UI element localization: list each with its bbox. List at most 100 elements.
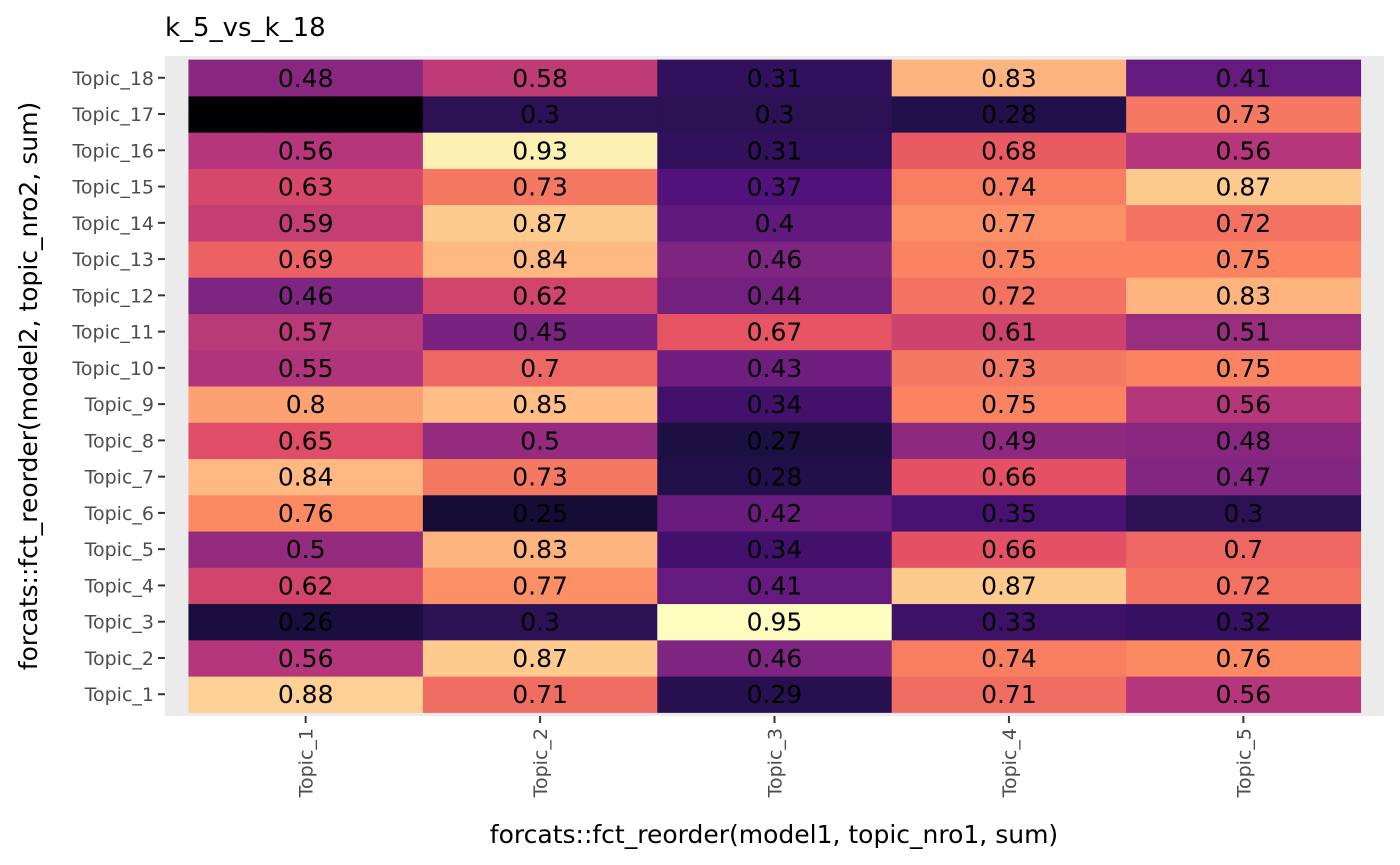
chart-title: k_5_vs_k_18: [165, 13, 326, 43]
heatmap-cell: [657, 59, 893, 97]
cell-value-label: 0.3: [755, 100, 795, 129]
heatmap-cell: [422, 204, 658, 242]
heatmap-cell: [188, 458, 424, 496]
cell-value-label: 0.31: [747, 136, 803, 165]
heatmap-cell: [657, 349, 893, 387]
cell-value-label: 0.57: [278, 318, 334, 347]
cell-value-label: 0.73: [981, 354, 1037, 383]
heatmap-cell: [657, 240, 893, 278]
heatmap-cell: [1126, 277, 1362, 314]
cell-value-label: 0.84: [512, 245, 568, 274]
heatmap-cell: [422, 349, 658, 387]
y-tick-label: Topic_18: [72, 68, 154, 90]
heatmap-cell: [422, 531, 658, 568]
y-tick-label: Topic_7: [84, 467, 154, 489]
cell-value-label: 0.41: [1216, 64, 1272, 93]
y-tick-label: Topic_10: [72, 358, 154, 380]
cell-value-label: 0.7: [1223, 535, 1263, 564]
cell-value-label: 0.42: [747, 499, 803, 528]
cell-value-label: 0.3: [520, 100, 560, 129]
heatmap-cell: [188, 168, 424, 206]
x-tick-label: Topic_4: [999, 728, 1021, 798]
cell-value-label: 0.73: [1216, 100, 1272, 129]
cell-value-label: 0.33: [981, 608, 1037, 637]
heatmap-cell: [657, 603, 893, 641]
heatmap-cell: [188, 59, 424, 97]
heatmap-cell: [188, 349, 424, 387]
heatmap-cell: [657, 567, 893, 605]
heatmap-cell: [657, 95, 893, 133]
heatmap-cell: [422, 386, 658, 423]
cell-value-label: 0.43: [747, 354, 803, 383]
heatmap-cell: [422, 603, 658, 641]
y-tick-label: Topic_1: [84, 684, 154, 706]
heatmap-cell: [422, 639, 658, 677]
heatmap-cell: [1126, 567, 1362, 605]
cell-value-label: 0.8: [286, 390, 326, 419]
y-tick-label: Topic_12: [72, 285, 154, 307]
heatmap-cell: [1126, 603, 1362, 641]
x-axis: Topic_1 Topic_2 Topic_3 Topic_4 Topic_5: [296, 716, 1255, 798]
heatmap-cell: [1126, 422, 1362, 460]
cell-value-label: 0.25: [512, 499, 568, 528]
cell-value-label: 0.84: [278, 463, 334, 492]
heatmap-cell: [188, 95, 424, 133]
heatmap-cell: [891, 603, 1127, 641]
cell-value-label: 0.72: [1216, 571, 1272, 600]
cell-value-label: 0.72: [1216, 209, 1272, 238]
heatmap-cell: [188, 603, 424, 641]
cell-value-label: 0.41: [747, 571, 803, 600]
y-tick-label: Topic_14: [72, 213, 154, 235]
heatmap-cell: [188, 639, 424, 677]
heatmap-cell: [657, 168, 893, 206]
heatmap-cell: [891, 386, 1127, 423]
cell-value-label: 0.28: [747, 463, 803, 492]
heatmap-cell: [422, 313, 658, 351]
x-tick-label: Topic_2: [530, 728, 552, 798]
y-tick-label: Topic_17: [72, 104, 154, 126]
heatmap-cell: [891, 676, 1127, 713]
heatmap-cell: [891, 422, 1127, 460]
cell-value-label: 0.65: [278, 426, 334, 455]
heatmap-cell: [1126, 458, 1362, 496]
cell-value-label: 0.32: [1216, 608, 1272, 637]
cell-value-label: 0.35: [981, 499, 1037, 528]
heatmap-cell: [657, 676, 893, 713]
cell-value-label: 0.26: [278, 608, 334, 637]
cell-value-label: 0.76: [278, 499, 334, 528]
heatmap-cell: [891, 240, 1127, 278]
heatmap-cell: [891, 458, 1127, 496]
cell-value-label: 0.7: [520, 354, 560, 383]
heatmap-cell: [1126, 168, 1362, 206]
heatmap-cell: [657, 494, 893, 532]
heatmap-cell: [891, 531, 1127, 568]
y-tick-label: Topic_13: [72, 249, 154, 271]
heatmap-cell: [188, 132, 424, 169]
heatmap-cell: [422, 132, 658, 169]
cell-value-label: 0.56: [278, 136, 334, 165]
cell-value-label: 0.3: [520, 608, 560, 637]
heatmap-cell: [422, 59, 658, 97]
heatmap-cell: [891, 494, 1127, 532]
heatmap-cell: [1126, 531, 1362, 568]
cell-value-label: 0.75: [981, 390, 1037, 419]
x-tick-label: Topic_5: [1233, 728, 1255, 798]
y-tick-label: Topic_15: [72, 177, 154, 199]
cell-value-label: 0.67: [747, 318, 803, 347]
heatmap-cell: [422, 567, 658, 605]
cell-value-label: 0.61: [981, 318, 1037, 347]
heatmap-cell: [657, 422, 893, 460]
cell-value-label: 0.5: [286, 535, 326, 564]
cell-value-label: 0.74: [981, 173, 1037, 202]
heatmap-cell: [188, 313, 424, 351]
heatmap-cell: [422, 676, 658, 713]
cell-value-label: 0.34: [747, 390, 803, 419]
cell-value-label: 0.85: [512, 390, 568, 419]
y-tick-label: Topic_11: [72, 322, 154, 344]
cell-value-label: 0.63: [278, 173, 334, 202]
cell-value-label: 0.77: [512, 571, 568, 600]
cell-value-label: 0.37: [747, 173, 803, 202]
cell-value-label: 0.56: [1216, 680, 1272, 709]
heatmap-cell: [422, 168, 658, 206]
y-tick-label: Topic_6: [84, 503, 154, 525]
